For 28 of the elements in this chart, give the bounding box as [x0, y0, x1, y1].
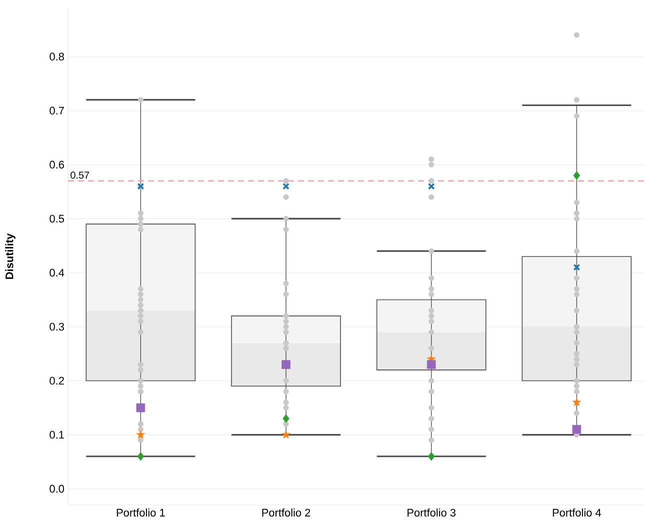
y-tick-label: 0.7 [50, 106, 64, 115]
ref-line-label: 0.57 [70, 172, 90, 179]
y-axis-title: Disutility [5, 233, 16, 279]
x-tick-label: Portfolio 3 [408, 508, 456, 517]
point [572, 398, 582, 406]
x-tick-label: Portfolio 4 [552, 508, 602, 517]
point [136, 403, 146, 412]
point [282, 360, 290, 369]
y-tick-label: 0.6 [50, 160, 64, 169]
y-tick-label: 0.4 [50, 268, 64, 277]
x-tick-label: Portfolio 2 [262, 508, 310, 517]
x-tick-label: Portfolio 1 [116, 508, 165, 517]
y-tick-label: 0.1 [50, 430, 64, 439]
y-tick-label: 0.3 [50, 322, 64, 331]
y-tick-label: 0.0 [50, 484, 64, 493]
point [282, 414, 290, 423]
point [282, 430, 290, 439]
y-tick-label: 0.8 [50, 52, 64, 60]
point [428, 452, 435, 461]
point [282, 182, 290, 190]
point [572, 424, 582, 434]
point [426, 360, 436, 369]
y-tick-label: 0.2 [50, 376, 64, 385]
point [573, 264, 580, 271]
point [137, 452, 144, 461]
point [428, 182, 435, 190]
point [136, 430, 146, 439]
y-tick-label: 0.5 [50, 214, 64, 223]
